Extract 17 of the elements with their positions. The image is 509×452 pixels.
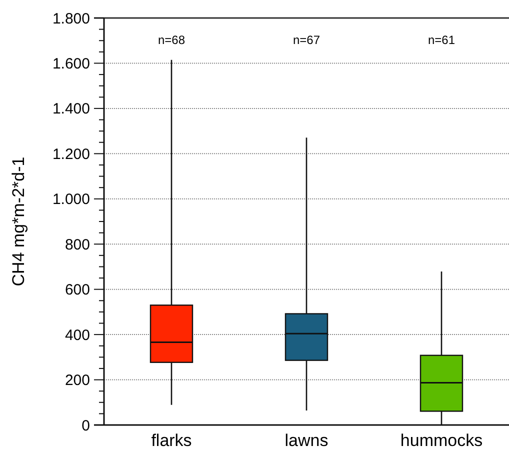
y-axis-title: CH4 mg*m-2*d-1 <box>9 156 28 286</box>
y-tick-label: 1.800 <box>52 10 90 28</box>
annotation: n=68 <box>158 33 186 48</box>
y-tick-label: 800 <box>64 236 90 254</box>
y-tick-label: 1.600 <box>52 55 90 72</box>
y-tick-label: 400 <box>64 326 90 344</box>
y-tick-label: 0 <box>82 417 90 434</box>
x-tick-label: lawns <box>284 431 328 450</box>
annotation: n=61 <box>428 33 456 48</box>
y-tick-label: 200 <box>64 372 90 390</box>
x-tick-label: flarks <box>151 431 192 450</box>
y-tick-label: 1.200 <box>52 146 90 163</box>
y-tick-label: 1.400 <box>52 100 90 118</box>
y-tick-label: 1.000 <box>52 191 90 208</box>
y-tick-label: 600 <box>64 282 90 299</box>
x-tick-label: hummocks <box>400 431 483 450</box>
annotation: n=67 <box>292 33 320 48</box>
